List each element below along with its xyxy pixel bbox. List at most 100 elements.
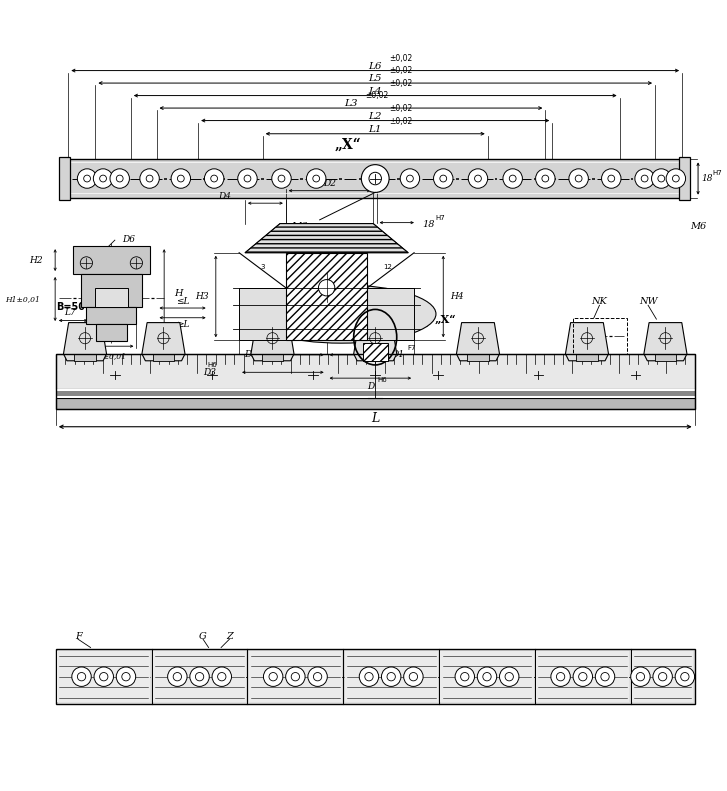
- Circle shape: [608, 175, 614, 182]
- Circle shape: [361, 165, 389, 192]
- Circle shape: [666, 168, 686, 188]
- Circle shape: [675, 667, 694, 687]
- Bar: [262, 354, 284, 361]
- Circle shape: [116, 175, 123, 182]
- Circle shape: [503, 168, 523, 188]
- Circle shape: [601, 672, 609, 681]
- Text: D6: D6: [122, 235, 134, 244]
- Bar: [678, 157, 690, 200]
- Text: „X“: „X“: [334, 138, 361, 152]
- Circle shape: [400, 168, 419, 188]
- Circle shape: [212, 667, 231, 687]
- Circle shape: [382, 667, 401, 687]
- Circle shape: [263, 667, 283, 687]
- Bar: [363, 343, 387, 361]
- Text: D4: D4: [218, 191, 231, 201]
- Circle shape: [177, 175, 184, 182]
- Polygon shape: [245, 224, 409, 253]
- Text: D7: D7: [266, 308, 279, 316]
- Circle shape: [211, 175, 217, 182]
- Bar: [364, 354, 386, 361]
- Circle shape: [168, 667, 187, 687]
- Bar: [573, 318, 627, 354]
- Circle shape: [651, 168, 671, 188]
- Circle shape: [292, 672, 300, 681]
- Circle shape: [286, 667, 305, 687]
- Circle shape: [499, 667, 519, 687]
- Circle shape: [72, 667, 92, 687]
- Text: L1: L1: [369, 125, 382, 134]
- Circle shape: [433, 168, 453, 188]
- Text: L5: L5: [369, 74, 382, 83]
- Circle shape: [455, 667, 475, 687]
- Text: 3: 3: [260, 264, 265, 271]
- Bar: [96, 324, 126, 341]
- Circle shape: [217, 672, 226, 681]
- Text: B=50: B=50: [56, 302, 85, 312]
- Text: NK: NK: [592, 297, 607, 306]
- Text: L7: L7: [64, 308, 76, 316]
- Bar: [56, 649, 694, 705]
- Circle shape: [505, 672, 513, 681]
- Circle shape: [110, 168, 129, 188]
- Circle shape: [461, 672, 469, 681]
- Circle shape: [478, 667, 497, 687]
- Text: ≥L: ≥L: [176, 320, 189, 329]
- Circle shape: [672, 175, 679, 182]
- Bar: [73, 246, 150, 274]
- Bar: [95, 288, 128, 308]
- Circle shape: [359, 667, 379, 687]
- Circle shape: [680, 672, 689, 681]
- Text: H7: H7: [712, 170, 723, 176]
- Circle shape: [171, 168, 190, 188]
- Text: L: L: [371, 412, 379, 425]
- Circle shape: [595, 667, 615, 687]
- Circle shape: [641, 175, 648, 182]
- Circle shape: [196, 672, 204, 681]
- Circle shape: [84, 175, 90, 182]
- Text: ±0,02: ±0,02: [389, 54, 412, 63]
- Text: B±0,01: B±0,01: [97, 353, 126, 361]
- Bar: [467, 354, 489, 361]
- Circle shape: [93, 168, 113, 188]
- Circle shape: [510, 175, 516, 182]
- Circle shape: [406, 175, 414, 182]
- Bar: [56, 388, 694, 392]
- Bar: [239, 288, 286, 340]
- Circle shape: [475, 175, 481, 182]
- Circle shape: [140, 168, 159, 188]
- Circle shape: [573, 667, 593, 687]
- Bar: [577, 354, 598, 361]
- Bar: [286, 253, 367, 340]
- Text: H: H: [174, 289, 183, 298]
- Circle shape: [269, 672, 277, 681]
- Text: ±0,02: ±0,02: [389, 104, 412, 113]
- Circle shape: [440, 175, 446, 182]
- Circle shape: [653, 667, 672, 687]
- Circle shape: [387, 672, 395, 681]
- Circle shape: [483, 672, 491, 681]
- Circle shape: [77, 168, 97, 188]
- Text: ±0,02: ±0,02: [389, 117, 412, 126]
- Text: M6: M6: [690, 222, 706, 231]
- Text: NF: NF: [87, 320, 101, 329]
- Text: ±0,02: ±0,02: [365, 92, 388, 100]
- Text: D: D: [366, 382, 374, 391]
- Text: „X“: „X“: [434, 314, 456, 324]
- Circle shape: [100, 175, 106, 182]
- Text: NW: NW: [639, 297, 657, 306]
- Circle shape: [468, 168, 488, 188]
- Bar: [56, 396, 694, 399]
- Bar: [74, 354, 96, 361]
- Text: G: G: [199, 632, 207, 641]
- Bar: [68, 160, 680, 198]
- Bar: [57, 651, 150, 702]
- Circle shape: [122, 672, 130, 681]
- Text: D2: D2: [323, 180, 336, 188]
- Polygon shape: [354, 323, 397, 361]
- Bar: [81, 274, 142, 308]
- Circle shape: [569, 168, 588, 188]
- Text: D1: D1: [391, 350, 403, 359]
- Circle shape: [318, 279, 334, 296]
- Text: L2: L2: [369, 112, 382, 121]
